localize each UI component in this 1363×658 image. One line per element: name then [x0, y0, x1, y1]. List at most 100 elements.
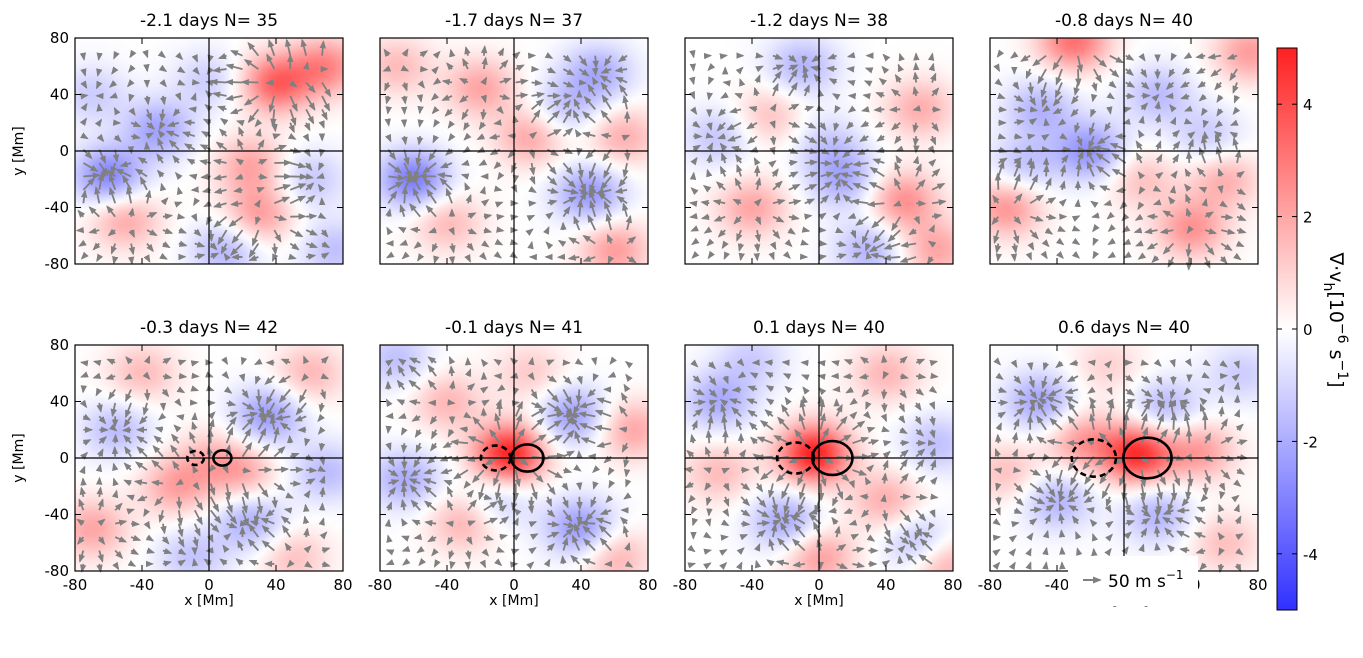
flow-arrow — [247, 108, 260, 124]
flow-arrow — [876, 134, 885, 142]
flow-arrow — [417, 119, 424, 128]
flow-arrow — [562, 99, 571, 110]
flow-arrow — [1075, 161, 1082, 177]
flow-arrow — [1029, 215, 1044, 222]
flow-arrow — [848, 519, 858, 526]
flow-arrow — [874, 121, 885, 128]
flow-arrow — [1103, 199, 1113, 206]
flow-arrow — [111, 66, 119, 75]
flow-arrow — [433, 255, 440, 265]
flow-arrow — [446, 62, 454, 71]
flow-arrow — [228, 215, 244, 228]
flow-arrow — [993, 229, 1000, 245]
flow-arrow — [915, 179, 926, 191]
flow-arrow — [1157, 399, 1166, 407]
flow-arrow — [478, 121, 487, 131]
flow-arrow — [417, 80, 425, 89]
flow-arrow — [157, 129, 166, 139]
flow-arrow — [706, 168, 713, 178]
flow-arrow — [160, 197, 169, 206]
flow-arrow — [130, 133, 141, 140]
flow-arrow — [804, 121, 817, 129]
flow-arrow — [712, 199, 726, 206]
flow-arrow — [306, 253, 317, 260]
flow-arrow — [1185, 256, 1193, 271]
flow-arrow — [449, 560, 456, 570]
flow-arrow — [221, 356, 229, 366]
flow-arrow — [820, 181, 833, 191]
flow-arrow — [859, 493, 869, 500]
flow-arrow — [1059, 180, 1066, 191]
flow-arrow — [916, 373, 927, 380]
flow-arrow — [430, 66, 439, 75]
flow-arrow — [1170, 483, 1178, 502]
flow-arrow — [1107, 237, 1116, 246]
flow-arrow — [1025, 547, 1032, 557]
flow-arrow — [183, 143, 196, 151]
flow-arrow — [895, 154, 903, 164]
flow-arrow — [913, 215, 920, 225]
flow-arrow — [600, 81, 612, 97]
flow-arrow — [546, 99, 562, 111]
flow-arrow — [834, 178, 841, 191]
flow-arrow — [77, 209, 86, 218]
flow-arrow — [1201, 198, 1208, 207]
flow-arrow — [1045, 213, 1057, 221]
flow-arrow — [833, 122, 840, 132]
flow-arrow — [1057, 118, 1067, 126]
flow-arrow — [496, 226, 505, 233]
flow-arrow — [1013, 193, 1023, 204]
flow-arrow — [181, 131, 196, 138]
flow-arrow — [997, 92, 1006, 100]
flow-arrow — [873, 106, 885, 113]
flow-arrow — [134, 168, 148, 178]
flow-arrow — [618, 175, 628, 188]
flow-arrow — [573, 464, 582, 472]
flow-arrow — [462, 57, 469, 70]
flow-arrow — [128, 64, 136, 73]
flow-arrow — [96, 253, 104, 263]
y-tick-label: 0 — [59, 142, 69, 160]
flow-arrow — [894, 135, 902, 145]
flow-arrow — [1027, 82, 1034, 95]
flow-arrow — [431, 243, 439, 253]
flow-arrow — [562, 68, 575, 76]
flow-arrow — [231, 229, 244, 244]
flow-arrow — [1154, 100, 1161, 110]
flow-arrow — [547, 66, 557, 74]
flow-arrow — [255, 389, 263, 405]
flow-arrow — [772, 82, 779, 97]
flow-arrow — [573, 98, 581, 110]
flow-arrow — [192, 66, 200, 75]
flow-arrow — [526, 214, 536, 222]
flow-arrow — [463, 132, 472, 141]
flow-arrow — [387, 181, 404, 191]
flow-arrow — [756, 520, 771, 527]
flow-arrow — [626, 236, 637, 245]
flow-arrow — [258, 158, 268, 166]
x-tick-label: -80 — [368, 576, 393, 594]
y-tick-label: -80 — [45, 255, 70, 273]
flow-arrow — [112, 255, 119, 265]
flow-arrow — [1013, 157, 1023, 165]
flow-arrow — [131, 520, 141, 527]
flow-arrow — [1109, 68, 1120, 78]
flow-arrow — [94, 118, 103, 128]
flow-arrow — [88, 227, 100, 235]
flow-arrow — [445, 187, 453, 204]
flow-arrow — [186, 158, 196, 166]
flow-arrow — [441, 78, 453, 86]
flow-arrow — [515, 92, 529, 99]
flow-arrow — [387, 162, 403, 174]
flow-arrow — [82, 162, 99, 172]
flow-arrow — [881, 472, 888, 484]
flow-arrow — [1183, 118, 1193, 125]
flow-arrow — [804, 135, 818, 144]
flow-arrow — [993, 467, 1003, 474]
flow-arrow — [916, 493, 928, 501]
flow-arrow — [1152, 185, 1162, 192]
flow-arrow — [384, 518, 392, 528]
flow-arrow — [289, 109, 297, 127]
flow-arrow — [606, 233, 614, 244]
flow-arrow — [1106, 106, 1113, 115]
